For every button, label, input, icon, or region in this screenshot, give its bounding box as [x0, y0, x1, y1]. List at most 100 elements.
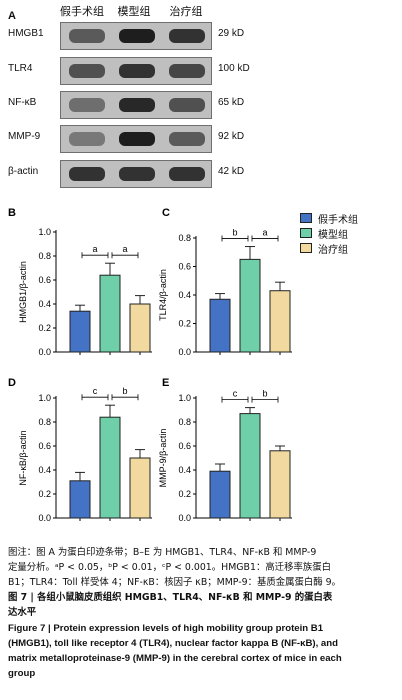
wb-band	[119, 167, 155, 181]
bar	[99, 416, 121, 519]
bar	[99, 274, 121, 353]
bar	[239, 258, 261, 353]
wb-band	[169, 167, 205, 181]
sig-label: a	[122, 244, 127, 254]
caption-en-line: (HMGB1), toll like receptor 4 (TLR4), nu…	[8, 638, 338, 649]
wb-protein-label: TLR4	[8, 63, 33, 74]
y-tick-label: 0.8	[178, 417, 191, 427]
y-tick-label: 0.6	[178, 441, 191, 451]
wb-kd-label: 42 kD	[218, 166, 245, 177]
wb-protein-label: β-actin	[8, 166, 39, 177]
y-axis-label: MMP-9/β-actin	[158, 429, 168, 488]
wb-band	[169, 64, 205, 78]
caption-en-line: group	[8, 668, 36, 679]
y-tick-label: 0.8	[38, 417, 51, 427]
legend-swatch-model	[300, 228, 312, 238]
panel-letter: B	[8, 207, 16, 219]
wb-kd-label: 65 kD	[218, 97, 245, 108]
wb-row: β-actin 42 kD	[0, 158, 300, 188]
wb-band	[69, 29, 105, 43]
wb-band	[69, 64, 105, 78]
wb-band	[169, 29, 205, 43]
y-tick-label: 0.2	[178, 319, 191, 329]
y-tick-label: 1.0	[38, 393, 51, 403]
caption-zh-line: 图注：图 A 为蛋白印迹条带；B–E 为 HMGB1、TLR4、NF-κB 和 …	[8, 547, 317, 558]
wb-strip	[60, 57, 212, 85]
wb-protein-label: HMGB1	[8, 28, 44, 39]
y-tick-label: 0.8	[178, 233, 191, 243]
legend-swatch-treatment	[300, 243, 312, 253]
wb-kd-label: 100 kD	[218, 63, 250, 74]
y-tick-label: 0.6	[178, 262, 191, 272]
caption-zh-line: 定量分析。ᵃP < 0.05，ᵇP < 0.01，ᶜP < 0.001。HMGB…	[8, 562, 331, 573]
wb-row: HMGB1 29 kD	[0, 20, 300, 50]
sig-label: a	[262, 228, 267, 238]
caption-en-line: matrix metalloproteinase-9 (MMP-9) in th…	[8, 653, 342, 664]
panel-a-letter: A	[8, 10, 16, 22]
bar	[69, 480, 91, 519]
wb-row: NF-κB 65 kD	[0, 89, 300, 119]
sig-label: b	[232, 228, 237, 238]
y-tick-label: 0.0	[38, 513, 51, 523]
caption-en-line: Figure 7 | Protein expression levels of …	[8, 623, 324, 634]
y-tick-label: 0.2	[38, 323, 51, 333]
caption-en: Figure 7 | Protein expression levels of …	[8, 621, 396, 681]
wb-band	[69, 167, 105, 181]
wb-protein-label: MMP-9	[8, 131, 41, 142]
legend-label-model: 模型组	[318, 230, 348, 241]
wb-kd-label: 92 kD	[218, 131, 245, 142]
wb-band	[69, 132, 105, 146]
wb-band	[169, 132, 205, 146]
bar	[239, 413, 261, 519]
wb-band	[119, 29, 155, 43]
bar	[129, 303, 151, 353]
wb-kd-label: 29 kD	[218, 28, 245, 39]
caption-zh-line: B1；TLR4：Toll 样受体 4；NF-κB：核因子 κB；MMP-9：基质…	[8, 577, 341, 588]
wb-row: TLR4 100 kD	[0, 55, 300, 85]
y-tick-label: 0.4	[38, 465, 51, 475]
y-tick-label: 0.2	[38, 489, 51, 499]
y-tick-label: 0.0	[178, 347, 191, 357]
caption-figure-title-zh-cont: 达水平	[8, 607, 37, 618]
bar	[269, 450, 291, 519]
legend-label-sham: 假手术组	[318, 215, 358, 226]
y-tick-label: 0.4	[178, 290, 191, 300]
sig-label: b	[122, 386, 127, 396]
bar	[69, 310, 91, 353]
wb-protein-label: NF-κB	[8, 97, 37, 108]
y-axis-label: TLR4/β-actin	[158, 269, 168, 321]
y-tick-label: 0.6	[38, 275, 51, 285]
legend-label-treatment: 治疗组	[318, 245, 348, 256]
wb-group-label-sham: 假手术组	[60, 5, 104, 18]
y-tick-label: 1.0	[178, 393, 191, 403]
wb-row: MMP-9 92 kD	[0, 123, 300, 153]
y-tick-label: 0.4	[38, 299, 51, 309]
sig-label: c	[233, 389, 238, 399]
wb-strip	[60, 91, 212, 119]
sig-label: b	[262, 389, 267, 399]
y-tick-label: 0.0	[178, 513, 191, 523]
wb-band	[69, 98, 105, 112]
y-axis-label: NF-κB/β-actin	[18, 430, 28, 485]
y-tick-label: 0.4	[178, 465, 191, 475]
sig-label: a	[92, 244, 97, 254]
wb-band	[119, 98, 155, 112]
wb-band	[119, 64, 155, 78]
y-tick-label: 0.0	[38, 347, 51, 357]
y-tick-label: 1.0	[38, 227, 51, 237]
wb-band	[169, 98, 205, 112]
caption-zh: 图注：图 A 为蛋白印迹条带；B–E 为 HMGB1、TLR4、NF-κB 和 …	[8, 545, 396, 620]
y-tick-label: 0.6	[38, 441, 51, 451]
bar	[269, 290, 291, 353]
sig-label: c	[93, 386, 98, 396]
bar-charts: B 0.0 0.2 0.4 0.6 0.8 1.0 HMGB1/β-actin a a C 0.0 0.…	[8, 207, 292, 523]
wb-strip	[60, 160, 212, 188]
legend-swatch-sham	[300, 213, 312, 223]
y-tick-label: 0.2	[178, 489, 191, 499]
panel-letter: E	[162, 377, 169, 389]
panel-letter: C	[162, 207, 170, 219]
wb-strip	[60, 22, 212, 50]
wb-band	[119, 132, 155, 146]
y-axis-label: HMGB1/β-actin	[18, 261, 28, 323]
bar	[209, 470, 231, 519]
